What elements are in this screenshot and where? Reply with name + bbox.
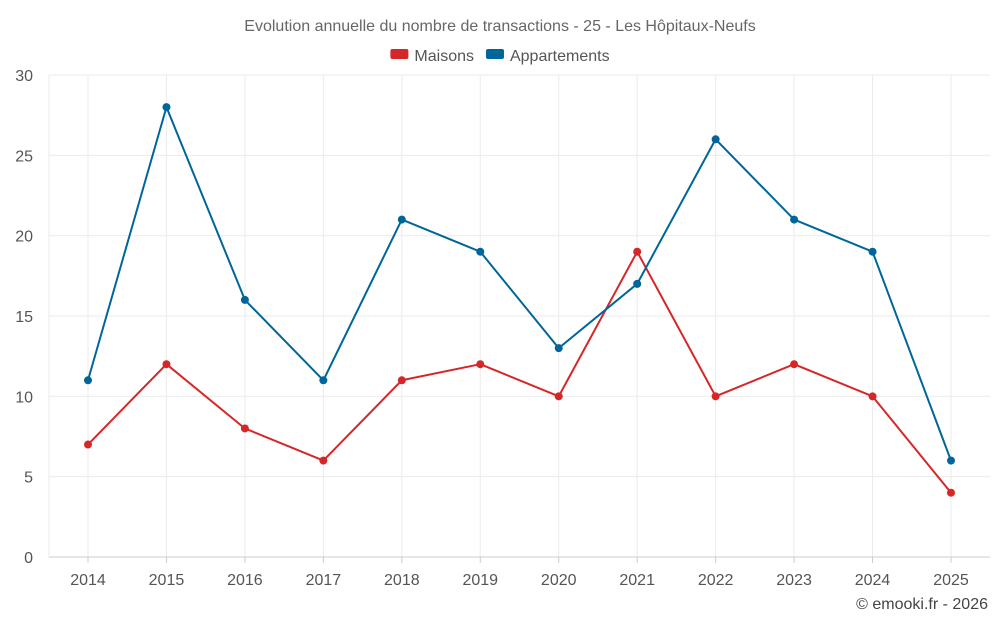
x-tick-label: 2023 [776,572,812,589]
x-axis: 2014 2015 2016 2017 2018 2019 2020 2021 2022 2023… [70,557,969,589]
y-tick-label: 5 [24,470,33,487]
data-point-maisons[interactable] [162,360,171,369]
x-tick-label: 2019 [462,572,498,589]
credit-text: © emooki.fr - 2026 [856,596,988,613]
y-tick-label: 25 [15,148,33,165]
x-tick-label: 2014 [70,572,106,589]
legend-item-appartements[interactable]: Appartements [485,48,610,65]
y-axis: 0 5 10 15 20 25 30 [15,68,33,567]
y-tick-label: 30 [15,68,33,85]
data-point-maisons[interactable] [84,440,92,449]
series-line-maisons [87,250,952,494]
x-tick-label: 2016 [227,572,263,589]
legend-swatch [390,49,409,59]
data-point-appartements[interactable] [790,215,799,224]
series-maisons [84,247,955,497]
chart-title: Evolution annuelle du nombre de transact… [244,18,755,35]
data-point-maisons[interactable] [711,392,720,401]
series-line-appartements [87,106,952,461]
x-tick-label: 2021 [619,572,655,589]
legend-label: Maisons [414,48,474,65]
legend-swatch [485,49,504,59]
data-point-maisons[interactable] [633,247,642,256]
data-point-appartements[interactable] [319,376,328,385]
y-tick-label: 20 [15,229,33,246]
legend[interactable]: Maisons Appartements [390,48,610,65]
data-point-maisons[interactable] [947,488,955,497]
data-point-maisons[interactable] [476,360,485,369]
data-point-maisons[interactable] [397,376,406,385]
data-point-appartements[interactable] [84,376,92,385]
data-point-maisons[interactable] [554,392,563,401]
x-tick-label: 2025 [933,572,969,589]
data-point-appartements[interactable] [633,279,642,288]
data-point-appartements[interactable] [947,456,955,465]
x-tick-label: 2017 [306,572,342,589]
data-point-appartements[interactable] [240,295,249,304]
y-tick-label: 15 [15,309,33,326]
x-tick-label: 2022 [698,572,734,589]
data-point-maisons[interactable] [240,424,249,433]
legend-label: Appartements [510,48,610,65]
data-point-appartements[interactable] [476,247,485,256]
data-point-maisons[interactable] [319,456,328,465]
x-tick-label: 2020 [541,572,577,589]
data-point-appartements[interactable] [554,344,563,353]
x-tick-label: 2018 [384,572,420,589]
data-point-appartements[interactable] [162,103,171,112]
grid [48,74,990,558]
series-layer [84,103,955,497]
y-tick-label: 10 [15,389,33,406]
data-point-appartements[interactable] [397,215,406,224]
data-point-appartements[interactable] [711,135,720,144]
data-point-appartements[interactable] [868,247,877,256]
data-point-maisons[interactable] [790,360,799,369]
legend-item-maisons[interactable]: Maisons [390,48,474,65]
x-tick-label: 2015 [149,572,185,589]
series-appartements [84,103,955,465]
y-tick-label: 0 [24,550,33,567]
x-tick-label: 2024 [855,572,891,589]
data-point-maisons[interactable] [868,392,877,401]
